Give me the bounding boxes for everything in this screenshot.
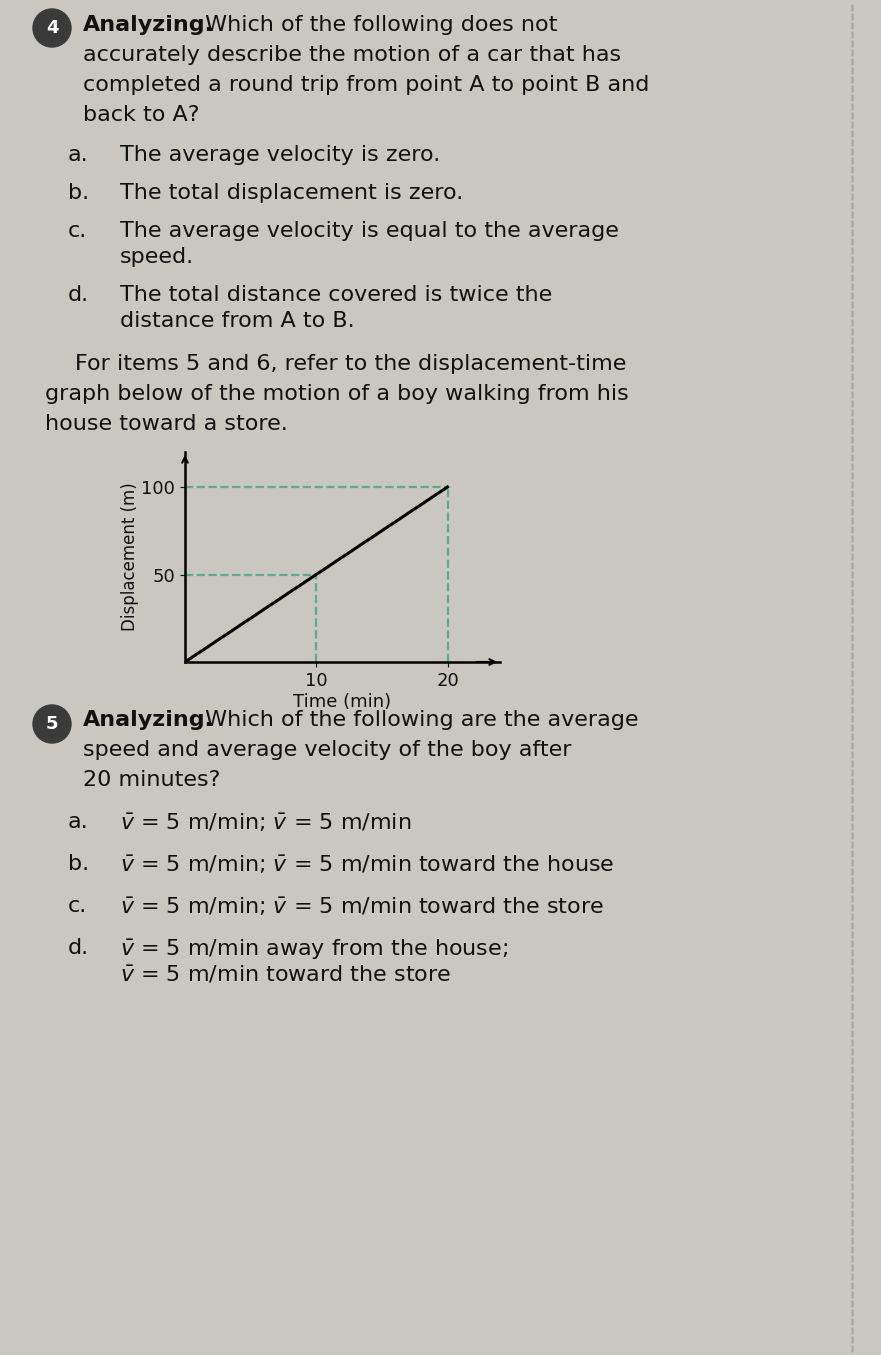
Text: $\bar{v}$ = 5 m/min; $\bar{v}$ = 5 m/min toward the store: $\bar{v}$ = 5 m/min; $\bar{v}$ = 5 m/min… bbox=[120, 896, 604, 919]
X-axis label: Time (min): Time (min) bbox=[293, 692, 391, 710]
Y-axis label: Displacement (m): Displacement (m) bbox=[121, 482, 138, 631]
Text: $\bar{v}$ = 5 m/min; $\bar{v}$ = 5 m/min: $\bar{v}$ = 5 m/min; $\bar{v}$ = 5 m/min bbox=[120, 812, 411, 835]
Circle shape bbox=[33, 705, 71, 743]
Text: d.: d. bbox=[68, 938, 89, 958]
Text: d.: d. bbox=[68, 285, 89, 305]
Text: Analyzing.: Analyzing. bbox=[83, 710, 214, 730]
Text: Which of the following does not: Which of the following does not bbox=[198, 15, 558, 35]
Text: 5: 5 bbox=[46, 715, 58, 733]
Text: 4: 4 bbox=[46, 19, 58, 37]
Text: accurately describe the motion of a car that has: accurately describe the motion of a car … bbox=[83, 45, 621, 65]
Text: The average velocity is zero.: The average velocity is zero. bbox=[120, 145, 440, 165]
Text: $\bar{v}$ = 5 m/min away from the house;: $\bar{v}$ = 5 m/min away from the house; bbox=[120, 938, 508, 962]
Text: The total displacement is zero.: The total displacement is zero. bbox=[120, 183, 463, 203]
Text: graph below of the motion of a boy walking from his: graph below of the motion of a boy walki… bbox=[45, 383, 629, 404]
Text: 20 minutes?: 20 minutes? bbox=[83, 770, 220, 790]
Text: $\bar{v}$ = 5 m/min; $\bar{v}$ = 5 m/min toward the house: $\bar{v}$ = 5 m/min; $\bar{v}$ = 5 m/min… bbox=[120, 854, 614, 877]
Text: For items 5 and 6, refer to the displacement-time: For items 5 and 6, refer to the displace… bbox=[75, 354, 626, 374]
Text: The total distance covered is twice the: The total distance covered is twice the bbox=[120, 285, 552, 305]
Text: Analyzing.: Analyzing. bbox=[83, 15, 214, 35]
Text: house toward a store.: house toward a store. bbox=[45, 415, 288, 434]
Text: Which of the following are the average: Which of the following are the average bbox=[198, 710, 639, 730]
Text: speed and average velocity of the boy after: speed and average velocity of the boy af… bbox=[83, 740, 572, 760]
Text: a.: a. bbox=[68, 145, 89, 165]
Text: distance from A to B.: distance from A to B. bbox=[120, 312, 355, 331]
Text: c.: c. bbox=[68, 221, 87, 241]
Text: The average velocity is equal to the average: The average velocity is equal to the ave… bbox=[120, 221, 618, 241]
Text: b.: b. bbox=[68, 854, 89, 874]
Text: back to A?: back to A? bbox=[83, 104, 199, 125]
Text: $\bar{v}$ = 5 m/min toward the store: $\bar{v}$ = 5 m/min toward the store bbox=[120, 963, 451, 985]
Text: a.: a. bbox=[68, 812, 89, 832]
Text: completed a round trip from point A to point B and: completed a round trip from point A to p… bbox=[83, 75, 649, 95]
Circle shape bbox=[33, 9, 71, 47]
Text: b.: b. bbox=[68, 183, 89, 203]
Text: c.: c. bbox=[68, 896, 87, 916]
Text: speed.: speed. bbox=[120, 247, 194, 267]
